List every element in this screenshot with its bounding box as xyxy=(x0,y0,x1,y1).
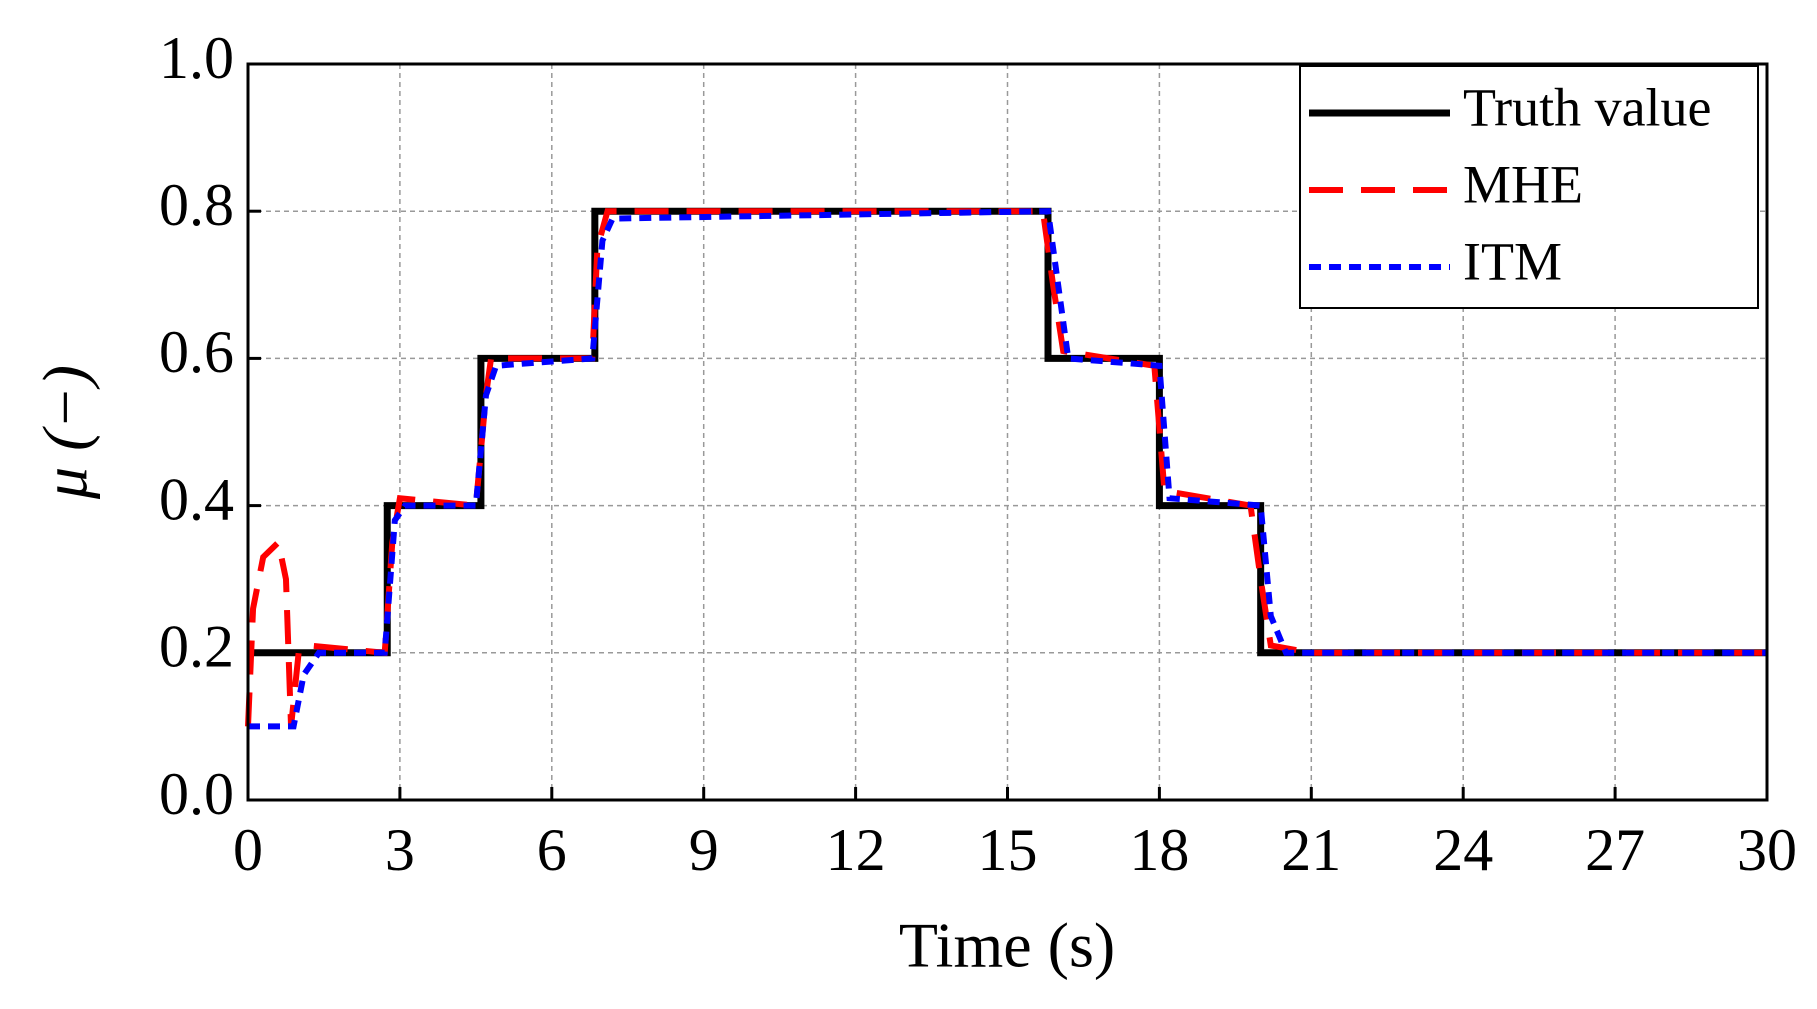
y-tick-label: 0.8 xyxy=(159,172,234,238)
x-tick-label: 0 xyxy=(233,817,263,883)
series-line xyxy=(245,208,1767,727)
x-tick-label: 9 xyxy=(689,817,719,883)
y-axis-label: μ (−) xyxy=(30,365,101,500)
x-tick-label: 6 xyxy=(537,817,567,883)
x-tick-label: 21 xyxy=(1281,817,1341,883)
y-tick-label: 0.6 xyxy=(159,319,234,385)
x-axis-label: Time (s) xyxy=(899,910,1115,981)
y-tick-label: 0.0 xyxy=(159,761,234,827)
x-tick-label: 30 xyxy=(1737,817,1797,883)
y-tick-label: 0.2 xyxy=(159,614,234,680)
x-tick-label: 12 xyxy=(826,817,886,883)
x-tick-label: 24 xyxy=(1433,817,1493,883)
legend-label: ITM xyxy=(1463,231,1562,291)
plot-frame xyxy=(246,62,1769,802)
y-tick-label: 0.4 xyxy=(159,466,234,532)
series-line xyxy=(248,208,1767,730)
x-tick-label: 27 xyxy=(1585,817,1645,883)
y-tick-label: 1.0 xyxy=(159,25,234,91)
legend-label: Truth value xyxy=(1463,77,1712,137)
legend-label: MHE xyxy=(1463,154,1583,214)
x-tick-label: 15 xyxy=(978,817,1038,883)
x-tick-label: 3 xyxy=(385,817,415,883)
x-tick-label: 18 xyxy=(1129,817,1189,883)
